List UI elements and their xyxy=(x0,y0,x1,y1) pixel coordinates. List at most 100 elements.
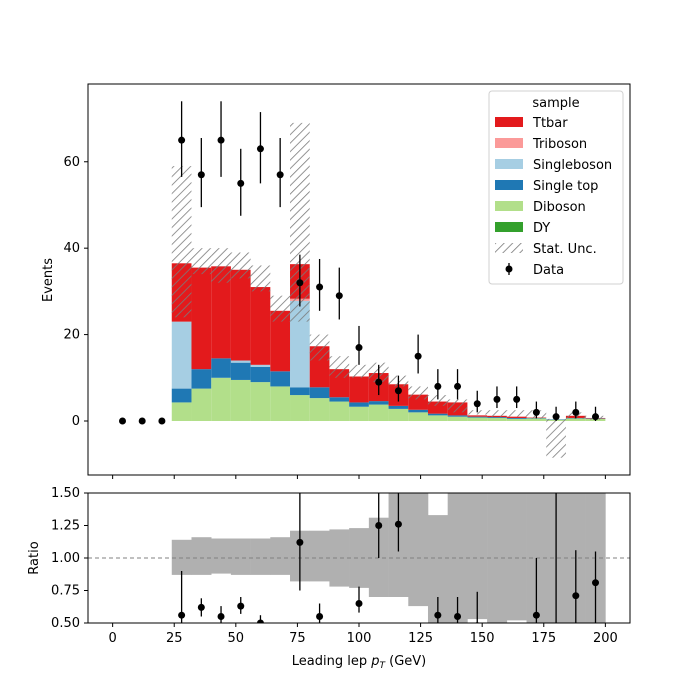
bar-single-top-13 xyxy=(427,413,448,416)
ratio-point-0 xyxy=(178,611,186,619)
ratio-y-ticks: 0.50 0.75 1.00 1.25 1.50 xyxy=(51,486,88,631)
bar-diboson-17 xyxy=(506,418,527,421)
ratio-xtick-label-175: 175 xyxy=(531,631,556,646)
bar-single-top-16 xyxy=(487,417,507,418)
stat-unc-box-2 xyxy=(211,248,231,283)
bar-singleboson-0 xyxy=(171,321,192,389)
ratio-band-bin-9 xyxy=(349,528,370,588)
bar-single-top-9 xyxy=(349,402,369,407)
legend-swatch-triboson xyxy=(495,138,523,148)
data-point-9 xyxy=(296,279,304,287)
main-y-ticks: 0 20 40 60 xyxy=(63,155,88,429)
ratio-point-2 xyxy=(217,613,225,620)
stat-unc-box-12 xyxy=(408,386,428,400)
main-ytick-label-40: 40 xyxy=(63,241,80,256)
ratio-ytick-label-0.5: 0.50 xyxy=(51,616,80,631)
data-point-17 xyxy=(454,382,462,390)
stat-unc-box-3 xyxy=(230,252,251,279)
bar-ttbar-4 xyxy=(250,287,271,365)
stat-unc-box-5 xyxy=(270,295,291,322)
main-x-ticks xyxy=(112,475,606,479)
data-point-7 xyxy=(256,145,264,153)
stat-unc-box-7 xyxy=(309,334,330,361)
ratio-point-15 xyxy=(572,592,580,600)
ratio-point-13 xyxy=(532,611,540,619)
bar-diboson-2 xyxy=(211,377,231,421)
ratio-band-bin-4 xyxy=(250,538,271,575)
ratio-band-bin-2 xyxy=(211,538,232,574)
ratio-point-5 xyxy=(296,538,304,546)
bar-diboson-8 xyxy=(329,401,350,421)
stat-unc-box-8 xyxy=(329,356,350,378)
legend-label-dy: DY xyxy=(533,221,550,236)
data-point-15 xyxy=(414,352,422,360)
data-point-12 xyxy=(355,344,363,352)
legend-label-stat-unc: Stat. Unc. xyxy=(533,242,597,257)
ratio-band-bin-12 xyxy=(408,493,429,607)
data-point-21 xyxy=(532,408,540,416)
bar-single-top-1 xyxy=(191,369,212,389)
x-axis-label-symbol: p xyxy=(370,654,379,669)
legend-label-ttbar: Ttbar xyxy=(532,116,568,131)
ratio-xtick-label-0: 0 xyxy=(108,631,116,646)
legend-swatch-singleboson xyxy=(495,159,523,169)
bar-single-top-14 xyxy=(447,415,468,417)
bar-ttbar-9 xyxy=(349,376,369,403)
ratio-xtick-label-125: 125 xyxy=(408,631,433,646)
bar-diboson-18 xyxy=(526,418,547,421)
ratio-xtick-label-200: 200 xyxy=(593,631,618,646)
bar-ttbar-17 xyxy=(506,416,527,418)
legend-label-data: Data xyxy=(533,263,564,278)
ratio-point-3 xyxy=(237,602,245,610)
ratio-point-7 xyxy=(355,600,363,607)
stat-unc-box-9 xyxy=(349,364,369,378)
x-axis-label-subscript: T xyxy=(379,661,386,671)
legend-swatch-dy xyxy=(495,222,523,232)
bar-single-top-8 xyxy=(329,397,350,402)
bar-single-top-5 xyxy=(270,371,291,387)
ratio-point-11 xyxy=(454,613,462,620)
data-point-0 xyxy=(118,417,126,425)
data-point-6 xyxy=(237,179,245,187)
ratio-ytick-label-0.75: 0.75 xyxy=(51,584,80,599)
legend-swatch-single-top xyxy=(495,180,523,190)
legend-swatch-ttbar xyxy=(495,117,523,127)
stat-unc-box-4 xyxy=(250,265,271,292)
bar-diboson-5 xyxy=(270,386,291,421)
bar-single-top-6 xyxy=(290,387,310,396)
stat-unc-box-16 xyxy=(487,410,507,417)
ratio-point-4 xyxy=(256,619,264,623)
bar-diboson-14 xyxy=(447,416,468,421)
legend: sample Ttbar Triboson Singleboson Single to… xyxy=(488,90,624,285)
ratio-band-bin-1 xyxy=(191,537,212,575)
ratio-band-bin-8 xyxy=(329,529,350,587)
bar-single-top-11 xyxy=(388,405,409,409)
bar-single-top-17 xyxy=(506,417,527,419)
data-point-22 xyxy=(552,413,560,421)
data-point-2 xyxy=(158,417,166,425)
legend-items: Ttbar Triboson Singleboson Single top Diboso… xyxy=(495,116,612,278)
ratio-xtick-label-100: 100 xyxy=(347,631,372,646)
data-point-4 xyxy=(197,171,205,179)
ratio-point-8 xyxy=(375,522,383,529)
bar-ttbar-15 xyxy=(467,415,488,417)
ratio-uncertainty-band xyxy=(171,493,606,623)
x-axis-label: Leading lep pT (GeV) xyxy=(292,654,426,671)
data-point-1 xyxy=(138,417,146,425)
data-point-14 xyxy=(394,387,402,395)
bar-single-top-15 xyxy=(467,416,488,418)
bar-single-top-7 xyxy=(309,387,330,399)
bar-diboson-10 xyxy=(368,404,389,421)
data-point-8 xyxy=(276,171,284,179)
bar-single-top-3 xyxy=(230,362,251,380)
ratio-band-bin-13 xyxy=(427,515,448,623)
ratio-band-bin-0 xyxy=(171,539,192,575)
data-point-20 xyxy=(513,395,521,403)
ratio-point-1 xyxy=(197,603,205,611)
ratio-ytick-label-1.25: 1.25 xyxy=(51,519,80,534)
main-panel: 0 20 40 60 Events sample Ttbar Triboson Singl… xyxy=(41,83,631,479)
ratio-point-16 xyxy=(592,579,600,587)
main-ytick-label-0: 0 xyxy=(72,414,80,429)
bar-singleboson-4 xyxy=(250,364,271,367)
